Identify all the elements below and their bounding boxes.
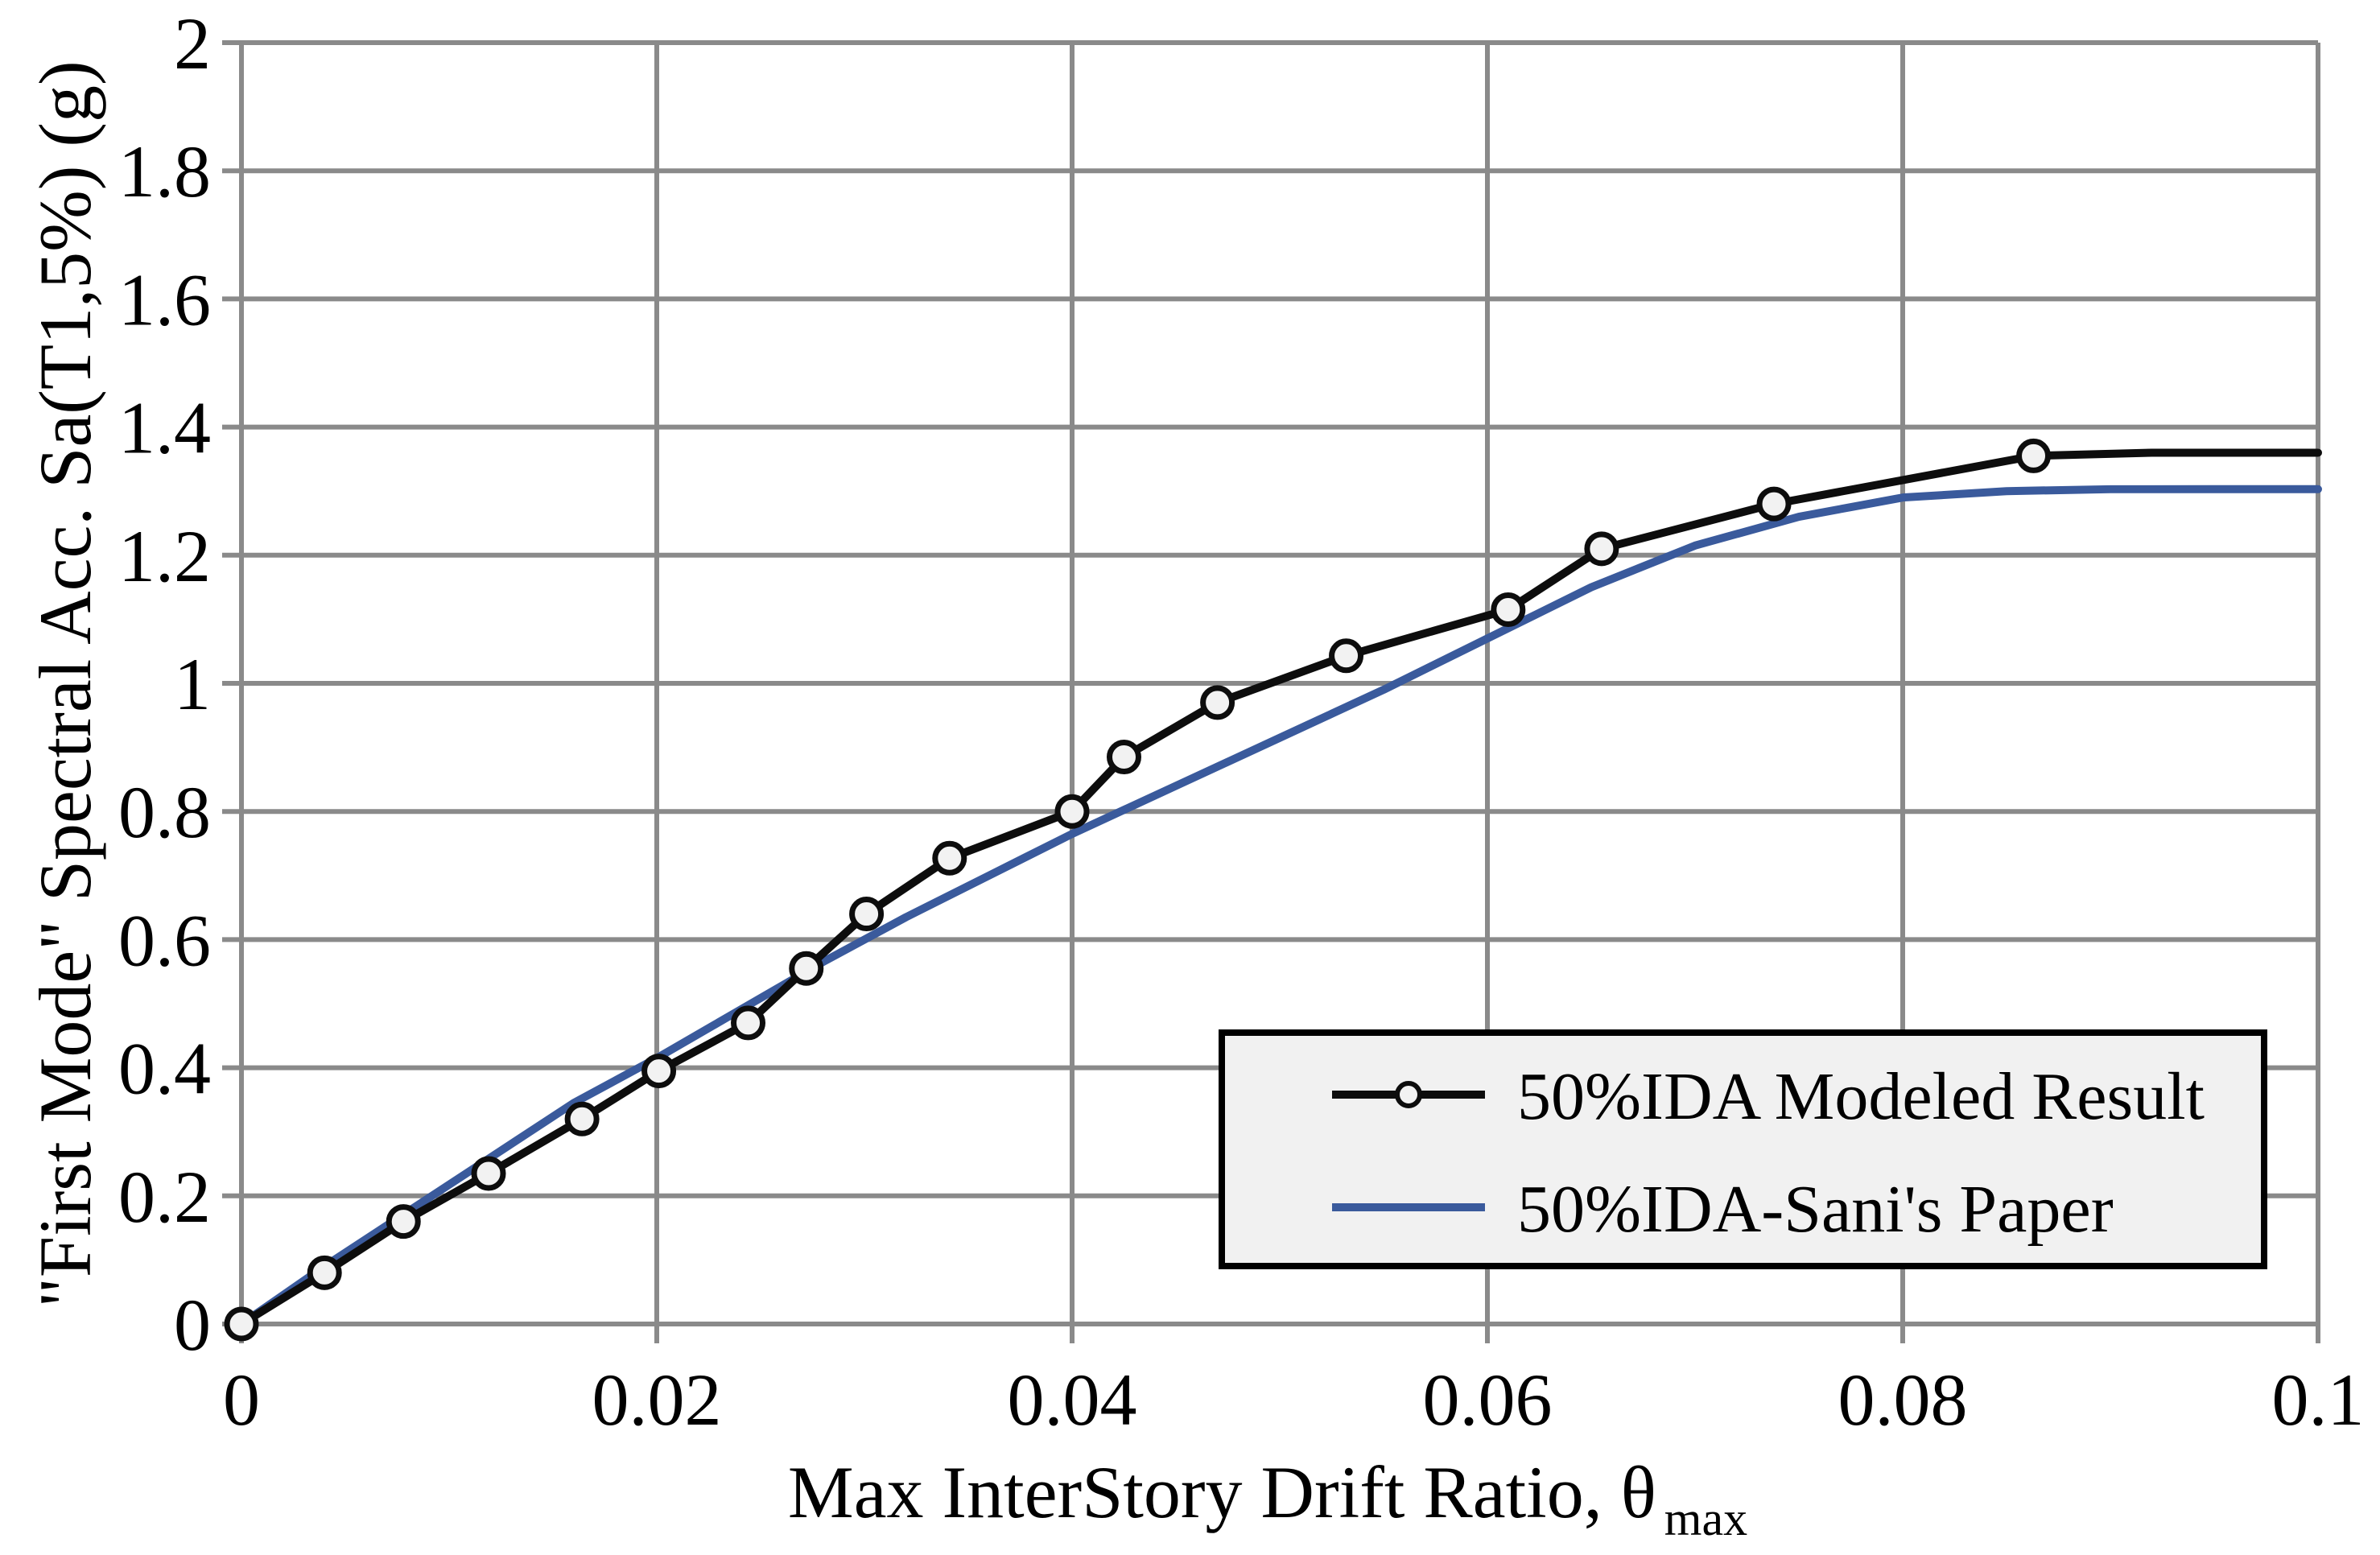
series-data-marker — [1329, 638, 1364, 674]
legend: 50%IDA Modeled Result 50%IDA-Sani's Pape… — [1219, 1029, 2267, 1269]
x-tick-label: 0.06 — [1423, 1359, 1553, 1441]
series-lines — [224, 438, 2322, 1342]
series-data-marker — [471, 1156, 506, 1191]
y-tick-label: 1 — [174, 643, 211, 725]
series-data-marker — [386, 1204, 421, 1239]
series-data-marker — [2016, 438, 2052, 473]
series-data-marker — [641, 1054, 677, 1089]
series-data-marker — [789, 951, 824, 986]
series-data-marker — [1491, 592, 1526, 627]
y-tick-label: 1.4 — [118, 387, 211, 469]
series-data-marker — [932, 840, 967, 876]
series-data-marker — [1200, 685, 1235, 720]
y-tick-label: 1.6 — [118, 258, 211, 340]
legend-swatch-modeled-marker — [1395, 1081, 1422, 1108]
y-tick-label: 0.4 — [118, 1028, 211, 1110]
series-data-marker — [224, 1306, 259, 1342]
x-axis-title-subscript: max — [1664, 1492, 1747, 1545]
x-axis-title-main: Max InterStory Drift Ratio, θ — [788, 1451, 1656, 1533]
y-tick-label: 0.8 — [118, 771, 211, 853]
series-data-marker — [1756, 486, 1792, 522]
axis-tick-labels: 0 0.02 0.04 0.06 0.08 0.1 0 0.2 0.4 0.6 0.8 1 1.2 1.4… — [118, 2, 2365, 1441]
y-tick-label: 0.6 — [118, 899, 211, 981]
gridlines — [222, 40, 2320, 1343]
series-data-marker — [564, 1101, 600, 1136]
legend-box — [1219, 1029, 2267, 1269]
y-tick-label: 1.8 — [118, 130, 211, 212]
y-tick-label: 0.2 — [118, 1156, 211, 1238]
series-data-marker — [1054, 794, 1090, 829]
y-tick-label: 0 — [174, 1284, 211, 1366]
x-tick-label: 0.02 — [592, 1359, 722, 1441]
legend-label-modeled: 50%IDA Modeled Result — [1517, 1059, 2205, 1134]
y-axis-title: "First Mode" Spectral Acc. Sa(T1,5%) (g) — [24, 60, 106, 1307]
y-tick-label: 1.2 — [118, 515, 211, 597]
series-data-marker — [1107, 740, 1141, 775]
series-line — [237, 485, 2322, 1328]
series-data-marker — [731, 1005, 766, 1041]
series-data-marker — [1584, 531, 1619, 567]
x-tick-label: 0.04 — [1008, 1359, 1137, 1441]
series-data-marker — [307, 1255, 342, 1290]
legend-entry-modeled: 50%IDA Modeled Result — [1332, 1059, 2205, 1134]
y-tick-label: 2 — [174, 2, 211, 85]
x-tick-label: 0.08 — [1838, 1359, 1968, 1441]
x-tick-label: 0 — [223, 1359, 260, 1441]
legend-label-sani: 50%IDA-Sani's Paper — [1517, 1172, 2114, 1247]
x-tick-label: 0.1 — [2272, 1359, 2365, 1441]
x-axis-title: Max InterStory Drift Ratio, θ max — [788, 1451, 1747, 1545]
series-line — [237, 448, 2322, 1328]
legend-entry-sani: 50%IDA-Sani's Paper — [1332, 1172, 2114, 1247]
series-data-marker — [849, 897, 885, 932]
